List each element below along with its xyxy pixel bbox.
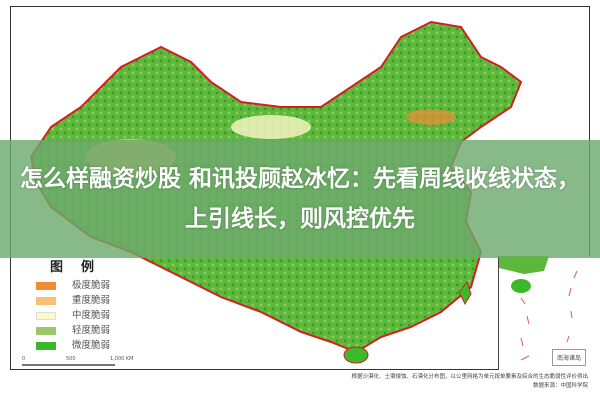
legend-swatch [36, 326, 56, 335]
legend-swatch [36, 296, 56, 305]
legend-label: 重度脆弱 [72, 294, 111, 306]
legend-swatch [36, 341, 56, 350]
headline-banner: 怎么样融资炒股 和讯投顾赵冰忆：先看周线收线状态，上引线长，则风控优先 [0, 140, 600, 258]
legend-item: 中度脆弱 [36, 308, 162, 323]
vulnerability-zone [406, 109, 456, 125]
footnote-line: 根据沙漠化、土壤侵蚀、石漠化分布图，以公里网格为单元按单要素及综合的生态脆弱性评… [351, 374, 588, 380]
scale-bar: 0 500 1,000 KM [22, 356, 142, 368]
legend-label: 极度脆弱 [72, 279, 111, 291]
taiwan-island [458, 280, 472, 306]
legend-swatch [36, 281, 56, 290]
legend-title: 图例 [50, 260, 113, 275]
legend-label: 轻度脆弱 [72, 324, 111, 336]
scale-tick: 0 [22, 356, 26, 362]
legend: 图例 极度脆弱 重度脆弱 中度脆弱 轻度脆弱 微度脆弱 [12, 258, 162, 353]
scale-bar-graphic [22, 364, 115, 366]
legend-label: 中度脆弱 [72, 309, 111, 321]
legend-item: 微度脆弱 [36, 338, 162, 353]
legend-item: 轻度脆弱 [36, 323, 162, 338]
footnote: 根据沙漠化、土壤侵蚀、石漠化分布图，以公里网格为单元按单要素及综合的生态脆弱性评… [351, 373, 588, 391]
legend-swatch [36, 311, 56, 320]
scale-tick: 500 [66, 356, 76, 362]
hainan-island [343, 346, 369, 364]
headline-title: 怎么样融资炒股 和讯投顾赵冰忆：先看周线收线状态，上引线长，则风控优先 [19, 166, 580, 232]
south-china-sea-inset: 南海诸岛 [498, 256, 590, 370]
scale-tick: 1,000 KM [110, 356, 134, 362]
inset-label: 南海诸岛 [551, 349, 586, 366]
legend-item: 极度脆弱 [36, 278, 162, 293]
vulnerability-zone [231, 115, 311, 139]
footnote-source: 数据来源：中国科学院 [532, 383, 588, 389]
legend-label: 微度脆弱 [72, 339, 111, 351]
legend-item: 重度脆弱 [36, 293, 162, 308]
